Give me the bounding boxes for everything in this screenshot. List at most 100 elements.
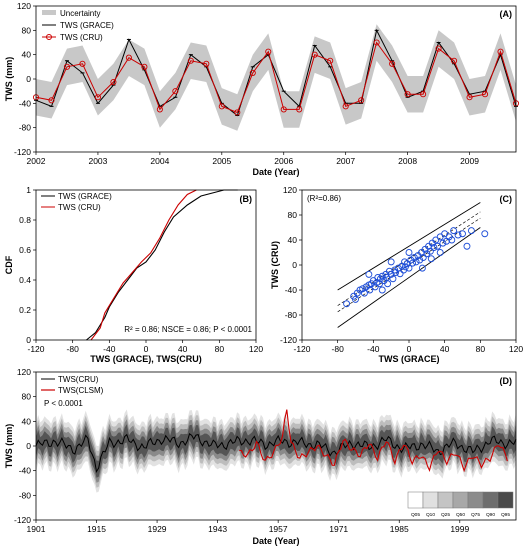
scatter-point — [360, 289, 368, 297]
panel-a-ytick-label: 40 — [22, 50, 32, 60]
quantile-label: Q05 — [411, 512, 420, 518]
quantile-swatch — [467, 491, 484, 509]
cru-marker — [466, 94, 473, 101]
scatter-point — [427, 255, 435, 263]
panel-d-xtick-label: 1957 — [269, 524, 288, 534]
panel-c-ytick-label: -40 — [285, 285, 298, 295]
quantile-label: Q75 — [471, 512, 480, 518]
panel-c-xtick-label: 120 — [509, 344, 523, 354]
panel-b-stats: R² = 0.86; NSCE = 0.86; P < 0.0001 — [124, 325, 252, 334]
cru-marker — [79, 60, 86, 67]
cru-marker — [358, 97, 365, 104]
panel-b-ylabel: CDF — [4, 255, 14, 274]
scatter-point — [396, 270, 404, 278]
scatter-point — [387, 270, 395, 278]
scatter-point — [405, 264, 413, 272]
scatter-point — [412, 258, 420, 266]
cru-marker — [389, 60, 396, 67]
panel-d-xlabel: Date (Year) — [252, 536, 299, 546]
legend-cru-marker — [46, 34, 52, 40]
panel-d-ytick-label: 0 — [26, 441, 31, 451]
legend-grace: TWS (GRACE) — [60, 21, 114, 30]
scatter-point — [459, 230, 466, 238]
scatter-point — [366, 286, 374, 294]
cru-marker — [373, 39, 380, 46]
cru-marker — [156, 106, 163, 113]
scatter-point — [365, 270, 373, 278]
panel-b-ytick-label: 0.4 — [19, 275, 31, 285]
quantile-swatch — [422, 491, 439, 509]
quantile-swatch — [482, 491, 499, 509]
cru-marker — [125, 54, 132, 61]
panel-a-xlabel: Date (Year) — [252, 167, 299, 177]
scatter-point — [384, 280, 392, 288]
panel-d-ytick-label: -120 — [14, 515, 31, 525]
cru-marker — [327, 57, 334, 64]
upper-bound-line — [337, 202, 481, 291]
scatter-point — [463, 242, 471, 250]
panel-c-ytick-label: 120 — [283, 185, 297, 195]
panel-a-xtick-label: 2008 — [398, 156, 417, 166]
panel-a-ytick-label: -120 — [14, 147, 31, 157]
panel-c-ytick-label: -80 — [285, 310, 298, 320]
panel-c-ylabel: TWS (CRU) — [270, 241, 280, 289]
panel-d-xtick-label: 1999 — [450, 524, 469, 534]
cru-marker — [172, 88, 179, 95]
panel-d-xtick-label: 1915 — [87, 524, 106, 534]
cru-marker — [481, 91, 489, 98]
cru-marker — [404, 91, 411, 98]
cru-marker — [141, 63, 148, 70]
panel-a-xtick-label: 2009 — [460, 156, 479, 166]
cru-marker — [435, 45, 442, 52]
scatter-point — [450, 227, 458, 235]
cru-marker — [203, 60, 210, 67]
scatter-point — [416, 256, 424, 264]
scatter-point — [343, 300, 351, 308]
panel-c-xtick-label: -40 — [367, 344, 380, 354]
panel-b-xtick-label: 40 — [178, 344, 188, 354]
legend-uncertainty-swatch — [42, 10, 56, 15]
panel-d-ylabel: TWS (mm) — [4, 424, 14, 469]
scatter-point — [352, 295, 359, 303]
cru-marker — [342, 103, 349, 110]
panel-a-ytick-label: 0 — [26, 74, 31, 84]
scatter-point — [434, 242, 441, 250]
panel-c-tag: (C) — [500, 194, 513, 204]
scatter-point — [454, 231, 462, 239]
panel-b-xtick-label: 0 — [144, 344, 149, 354]
cru-marker — [48, 97, 55, 104]
panel-a-xtick-label: 2004 — [150, 156, 169, 166]
panel-c-xtick-label: 0 — [407, 344, 412, 354]
cru-marker — [280, 106, 287, 113]
cru-marker — [311, 51, 318, 58]
panel-d-ytick-label: 120 — [17, 367, 31, 377]
cdf-cru-line — [90, 189, 197, 341]
panel-b-xtick-label: 80 — [215, 344, 225, 354]
quantile-label: Q95 — [501, 512, 510, 518]
quantile-label: Q10 — [426, 512, 435, 518]
legend-d-clsm: TWS(CLSM) — [58, 386, 104, 395]
panel-a-ytick-label: 120 — [17, 1, 31, 11]
panel-a-xtick-label: 2005 — [212, 156, 231, 166]
panel-d-ytick-label: -40 — [19, 466, 32, 476]
cru-marker — [420, 91, 427, 98]
cdf-grace-line — [86, 189, 238, 341]
scatter-point — [378, 272, 386, 280]
panel-b-ytick-label: 0.6 — [19, 245, 31, 255]
scatter-point — [418, 264, 426, 272]
panel-d-xtick-label: 1985 — [390, 524, 409, 534]
scatter-point — [387, 258, 395, 266]
quantile-swatch — [452, 491, 469, 509]
panel-b-xtick-label: -80 — [67, 344, 80, 354]
panel-a-ylabel: TWS (mm) — [4, 57, 14, 102]
scatter-point — [448, 236, 456, 244]
panel-d-ytick-label: -80 — [19, 490, 32, 500]
panel-a-tag: (A) — [500, 9, 513, 19]
legend-cru: TWS (CRU) — [60, 33, 103, 42]
cru-marker — [234, 109, 241, 116]
cru-long-line — [35, 432, 517, 474]
panel-c-ytick-label: 40 — [288, 235, 298, 245]
panel-b-ytick-label: 0.8 — [19, 215, 31, 225]
panel-c-r2: (R²=0.86) — [307, 194, 341, 203]
